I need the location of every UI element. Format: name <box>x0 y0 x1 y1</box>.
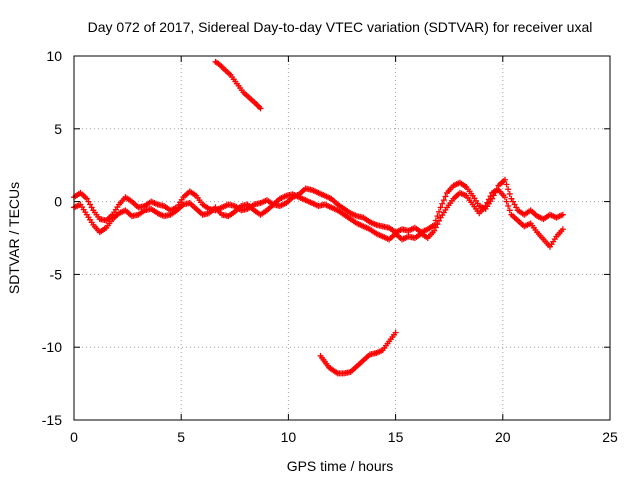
data-point <box>437 204 444 211</box>
y-tick-label: 5 <box>54 121 62 137</box>
data-point <box>439 200 446 207</box>
data-point <box>482 202 489 209</box>
y-axis-label: SDTVAR / TECUs <box>6 182 22 294</box>
x-axis-label: GPS time / hours <box>287 458 394 474</box>
x-tick-label: 5 <box>177 429 185 445</box>
chart-title: Day 072 of 2017, Sidereal Day-to-day VTE… <box>88 19 593 35</box>
y-tick-label: 10 <box>46 48 62 64</box>
data-point <box>434 213 441 220</box>
data-point <box>432 224 439 231</box>
data-point <box>392 329 399 336</box>
plot-frame <box>73 55 611 421</box>
series-main-band-b <box>71 186 566 250</box>
x-tick-label: 0 <box>70 429 78 445</box>
data-point <box>440 197 447 204</box>
series-lower-arc <box>317 329 399 377</box>
x-tick-label: 10 <box>281 429 297 445</box>
data-point <box>431 227 438 234</box>
data-point <box>506 190 513 197</box>
data-point <box>487 193 494 200</box>
tick-labels: 0 5 10 15 20 25 -15 -10 -5 0 5 10 <box>42 48 618 445</box>
data-point <box>503 181 510 188</box>
data-point <box>503 198 510 205</box>
data-point <box>436 208 443 215</box>
data-point <box>442 193 449 200</box>
data-point <box>485 196 492 203</box>
data-point <box>484 199 491 206</box>
data-point <box>501 176 508 183</box>
data-point <box>559 226 566 233</box>
ticks <box>73 55 611 421</box>
data-marks <box>71 58 566 377</box>
data-point <box>506 207 513 214</box>
data-point <box>501 194 508 201</box>
data-point <box>434 221 441 228</box>
data-point <box>559 211 566 218</box>
series-upper-arc <box>212 58 264 112</box>
x-tick-label: 15 <box>388 429 404 445</box>
grid <box>74 56 610 420</box>
data-point <box>257 105 264 112</box>
y-tick-label: 0 <box>54 194 62 210</box>
x-tick-label: 20 <box>495 429 511 445</box>
y-tick-label: -10 <box>42 339 62 355</box>
data-point <box>505 186 512 193</box>
y-tick-label: -5 <box>50 266 63 282</box>
data-point <box>505 202 512 209</box>
y-tick-label: -15 <box>42 412 62 428</box>
data-point <box>436 217 443 224</box>
x-tick-label: 25 <box>602 429 618 445</box>
